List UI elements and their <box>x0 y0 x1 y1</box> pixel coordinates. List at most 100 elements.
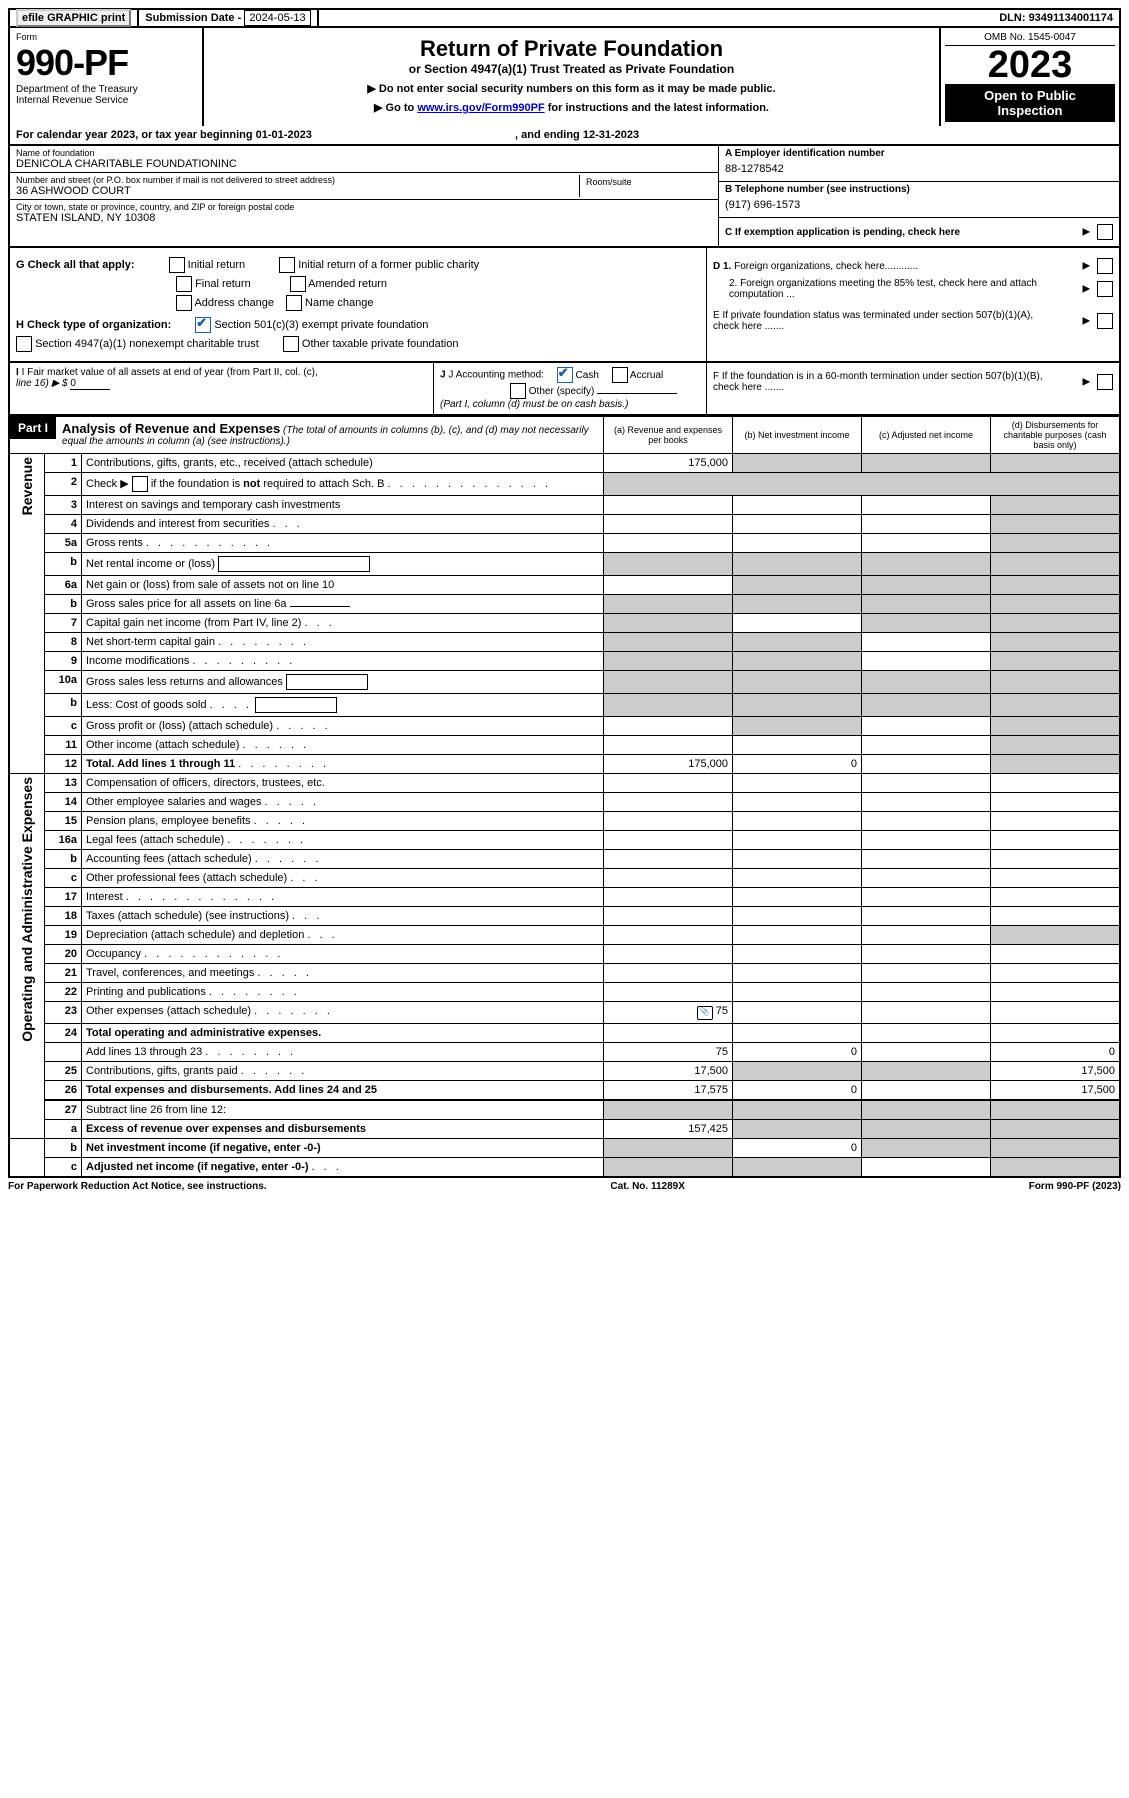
h-4947-checkbox[interactable] <box>16 336 32 352</box>
cal-end: 12-31-2023 <box>583 129 639 141</box>
f-cell: F If the foundation is in a 60-month ter… <box>707 363 1119 414</box>
dept-treasury: Department of the Treasury <box>16 84 196 95</box>
j-accrual-checkbox[interactable] <box>612 367 628 383</box>
row-9-desc: Income modifications . . . . . . . . . <box>82 652 604 671</box>
row-5b-desc: Net rental income or (loss) <box>82 553 604 576</box>
g-name-change: Name change <box>305 297 374 309</box>
cal-begin: 01-01-2023 <box>256 129 312 141</box>
row-24-col-a: 75 <box>604 1043 733 1062</box>
j-other-checkbox[interactable] <box>510 383 526 399</box>
checks-left: G Check all that apply: Initial return I… <box>10 248 707 361</box>
row-7-desc: Capital gain net income (from Part IV, l… <box>82 614 604 633</box>
part1-header-row: Part I Analysis of Revenue and Expenses … <box>8 416 1121 454</box>
g-amended: Amended return <box>308 278 387 290</box>
calendar-year-row: For calendar year 2023, or tax year begi… <box>8 126 1121 146</box>
r2-pre: Check ▶ <box>86 478 132 490</box>
h-other-checkbox[interactable] <box>283 336 299 352</box>
row-26-col-d: 17,500 <box>991 1081 1121 1101</box>
irs-link[interactable]: www.irs.gov/Form990PF <box>417 102 544 114</box>
city-label: City or town, state or province, country… <box>16 202 712 212</box>
g-initial-return-checkbox[interactable] <box>169 257 185 273</box>
g-address-change-checkbox[interactable] <box>176 295 192 311</box>
col-b-header: (b) Net investment income <box>732 417 861 453</box>
row-27a-col-a: 157,425 <box>604 1120 733 1139</box>
row-10b-desc: Less: Cost of goods sold . . . . <box>82 694 604 717</box>
row-23-desc: Other expenses (attach schedule) . . . .… <box>82 1002 604 1024</box>
f-checkbox[interactable] <box>1097 374 1113 390</box>
part1-label: Part I <box>10 417 56 439</box>
row-22-desc: Printing and publications . . . . . . . … <box>82 983 604 1002</box>
revenue-side-label: Revenue <box>19 457 35 515</box>
open-line2: Inspection <box>947 103 1113 118</box>
sch-b-checkbox[interactable] <box>132 476 148 492</box>
d1-row: D 1. D 1. Foreign organizations, check h… <box>713 258 1113 274</box>
row-15-desc: Pension plans, employee benefits . . . .… <box>82 812 604 831</box>
e-checkbox[interactable] <box>1097 313 1113 329</box>
row-17-desc: Interest . . . . . . . . . . . . . <box>82 888 604 907</box>
row-6b-desc: Gross sales price for all assets on line… <box>82 595 604 614</box>
g-initial-return: Initial return <box>188 259 245 271</box>
row-24-col-b: 0 <box>733 1043 862 1062</box>
entity-left: Name of foundation DENICOLA CHARITABLE F… <box>10 146 718 246</box>
g-address-change: Address change <box>194 297 274 309</box>
col-d-header: (d) Disbursements for charitable purpose… <box>990 417 1119 453</box>
g-row2: Final return Amended return <box>16 276 700 292</box>
g-amended-checkbox[interactable] <box>290 276 306 292</box>
dln-cell: DLN: 93491134001174 <box>993 10 1119 26</box>
d1-checkbox[interactable] <box>1097 258 1113 274</box>
name-label: Name of foundation <box>16 148 712 158</box>
ijf-row: I I Fair market value of all assets at e… <box>8 363 1121 416</box>
form-title: Return of Private Foundation <box>214 36 929 62</box>
checks-right: D 1. D 1. Foreign organizations, check h… <box>707 248 1119 361</box>
i-cell: I I Fair market value of all assets at e… <box>10 363 434 414</box>
row-11-desc: Other income (attach schedule) . . . . .… <box>82 736 604 755</box>
efile-print-button[interactable]: efile GRAPHIC print <box>16 9 131 27</box>
d2-checkbox[interactable] <box>1097 281 1113 297</box>
g-final-return: Final return <box>195 278 251 290</box>
row-27b-desc: Net investment income (if negative, ente… <box>82 1139 604 1158</box>
col-c-header: (c) Adjusted net income <box>861 417 990 453</box>
entity-right: A Employer identification number 88-1278… <box>718 146 1119 246</box>
j-note: (Part I, column (d) must be on cash basi… <box>440 399 628 410</box>
address-row: Number and street (or P.O. box number if… <box>10 173 718 200</box>
row-4-desc: Dividends and interest from securities .… <box>82 515 604 534</box>
attachment-icon[interactable]: 📎 <box>697 1006 713 1020</box>
row-3-desc: Interest on savings and temporary cash i… <box>82 496 604 515</box>
g-final-return-checkbox[interactable] <box>176 276 192 292</box>
form-word: Form <box>16 32 196 42</box>
header-right: OMB No. 1545-0047 2023 Open to Public In… <box>939 28 1119 126</box>
dln-value: 93491134001174 <box>1029 12 1113 24</box>
row-16c-desc: Other professional fees (attach schedule… <box>82 869 604 888</box>
h-501c3-checkbox[interactable] <box>195 317 211 333</box>
c-checkbox[interactable] <box>1097 224 1113 240</box>
open-line1: Open to Public <box>947 88 1113 103</box>
submission-date: 2024-05-13 <box>244 10 310 26</box>
g-initial-public-checkbox[interactable] <box>279 257 295 273</box>
i-value: 0 <box>70 378 110 390</box>
h-label: H Check type of organization: <box>16 319 171 331</box>
j-label: J Accounting method: <box>448 370 544 381</box>
efile-cell: efile GRAPHIC print <box>10 10 139 26</box>
footer-right: Form 990-PF (2023) <box>1029 1181 1121 1192</box>
g-name-change-checkbox[interactable] <box>286 295 302 311</box>
j-cash-checkbox[interactable] <box>557 367 573 383</box>
row-12-col-b: 0 <box>733 755 862 774</box>
row-27b-col-b: 0 <box>733 1139 862 1158</box>
f-label: F If the foundation is in a 60-month ter… <box>713 371 1053 393</box>
expenses-side-label: Operating and Administrative Expenses <box>19 777 35 1042</box>
j-cash: Cash <box>576 370 599 381</box>
c-cell: C If exemption application is pending, c… <box>719 218 1119 246</box>
i-label: I Fair market value of all assets at end… <box>22 367 318 378</box>
instr-line-1: ▶ Do not enter social security numbers o… <box>214 82 929 95</box>
footer-left: For Paperwork Reduction Act Notice, see … <box>8 1181 267 1192</box>
ein-cell: A Employer identification number 88-1278… <box>719 146 1119 182</box>
cal-pre: For calendar year 2023, or tax year begi… <box>16 129 256 141</box>
row-1-desc: Contributions, gifts, grants, etc., rece… <box>82 454 604 473</box>
tel-value: (917) 696-1573 <box>725 195 1113 215</box>
row-18-desc: Taxes (attach schedule) (see instruction… <box>82 907 604 926</box>
row-23-col-a: 📎 75 <box>604 1002 733 1024</box>
col-a-header: (a) Revenue and expenses per books <box>603 417 732 453</box>
e-label: E If private foundation status was termi… <box>713 310 1053 332</box>
form-number: 990-PF <box>16 42 196 84</box>
g-row3: Address change Name change <box>16 295 700 311</box>
